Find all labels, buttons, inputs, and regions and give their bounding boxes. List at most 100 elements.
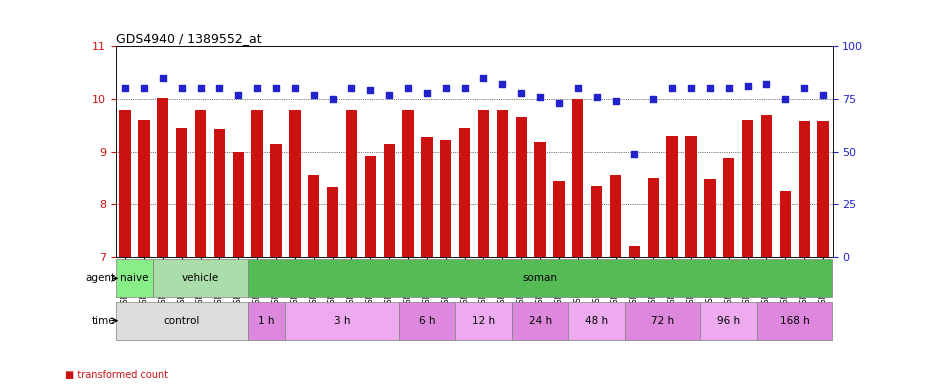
Text: GDS4940 / 1389552_at: GDS4940 / 1389552_at <box>116 32 261 45</box>
Text: 1 h: 1 h <box>258 316 275 326</box>
Point <box>589 94 604 100</box>
Point <box>382 91 397 98</box>
Bar <box>138 120 150 257</box>
Text: ■ transformed count: ■ transformed count <box>65 370 167 380</box>
Point <box>326 96 340 102</box>
Point <box>306 91 321 98</box>
Bar <box>308 175 319 257</box>
Text: 6 h: 6 h <box>419 316 435 326</box>
Point <box>476 74 491 81</box>
Bar <box>440 140 451 257</box>
Bar <box>195 111 206 257</box>
Point <box>117 85 132 91</box>
Bar <box>214 129 225 257</box>
Text: 3 h: 3 h <box>334 316 351 326</box>
Bar <box>290 111 301 257</box>
Point <box>174 85 189 91</box>
Point <box>796 85 811 91</box>
Point <box>665 85 680 91</box>
Bar <box>760 115 772 257</box>
Bar <box>327 187 339 257</box>
Point <box>193 85 208 91</box>
Bar <box>704 179 716 257</box>
FancyBboxPatch shape <box>625 302 700 340</box>
Bar <box>497 111 508 257</box>
Bar <box>402 111 413 257</box>
Bar <box>685 136 697 257</box>
Text: control: control <box>164 316 200 326</box>
Point <box>420 89 435 96</box>
Point <box>702 85 717 91</box>
Bar <box>742 120 753 257</box>
Point <box>250 85 265 91</box>
Point <box>740 83 755 89</box>
Point <box>212 85 227 91</box>
Point <box>268 85 283 91</box>
Bar <box>252 111 263 257</box>
Bar <box>553 181 564 257</box>
Bar <box>384 144 395 257</box>
Bar <box>515 118 527 257</box>
FancyBboxPatch shape <box>399 302 455 340</box>
FancyBboxPatch shape <box>757 302 832 340</box>
Point <box>684 85 698 91</box>
Bar <box>798 121 810 257</box>
Point <box>457 85 472 91</box>
Bar <box>421 137 433 257</box>
Bar <box>573 99 584 257</box>
Bar <box>535 142 546 257</box>
Point <box>608 98 623 104</box>
Text: time: time <box>92 316 116 326</box>
Text: 12 h: 12 h <box>472 316 495 326</box>
Point <box>137 85 152 91</box>
Bar <box>648 178 659 257</box>
Point <box>344 85 359 91</box>
Text: 72 h: 72 h <box>651 316 674 326</box>
Bar <box>157 98 168 257</box>
Point <box>495 81 510 87</box>
FancyBboxPatch shape <box>455 302 512 340</box>
Bar <box>459 128 470 257</box>
Bar <box>478 111 489 257</box>
FancyBboxPatch shape <box>568 302 625 340</box>
Text: soman: soman <box>523 273 558 283</box>
Bar <box>232 152 244 257</box>
Point <box>627 151 642 157</box>
FancyBboxPatch shape <box>512 302 568 340</box>
Bar <box>119 111 130 257</box>
Bar <box>610 175 622 257</box>
Bar <box>346 111 357 257</box>
Text: vehicle: vehicle <box>182 273 219 283</box>
Bar <box>667 136 678 257</box>
Bar <box>591 186 602 257</box>
FancyBboxPatch shape <box>154 260 248 298</box>
Point <box>288 85 302 91</box>
Bar <box>629 246 640 257</box>
Point <box>533 94 548 100</box>
Text: naive: naive <box>120 273 149 283</box>
Text: 48 h: 48 h <box>586 316 609 326</box>
Point <box>513 89 528 96</box>
Point <box>438 85 453 91</box>
FancyBboxPatch shape <box>116 260 154 298</box>
FancyBboxPatch shape <box>286 302 399 340</box>
Point <box>571 85 586 91</box>
Point <box>363 88 377 94</box>
Point <box>722 85 736 91</box>
Text: 168 h: 168 h <box>780 316 809 326</box>
Point <box>155 74 170 81</box>
Bar <box>364 156 376 257</box>
FancyBboxPatch shape <box>116 302 248 340</box>
FancyBboxPatch shape <box>248 260 832 298</box>
Bar <box>818 121 829 257</box>
Text: 24 h: 24 h <box>528 316 551 326</box>
Text: 96 h: 96 h <box>717 316 740 326</box>
Bar <box>723 158 734 257</box>
Point <box>401 85 415 91</box>
Point <box>778 96 793 102</box>
Point <box>816 91 831 98</box>
Point <box>759 81 774 87</box>
FancyBboxPatch shape <box>700 302 757 340</box>
Bar <box>780 191 791 257</box>
Point <box>231 91 246 98</box>
